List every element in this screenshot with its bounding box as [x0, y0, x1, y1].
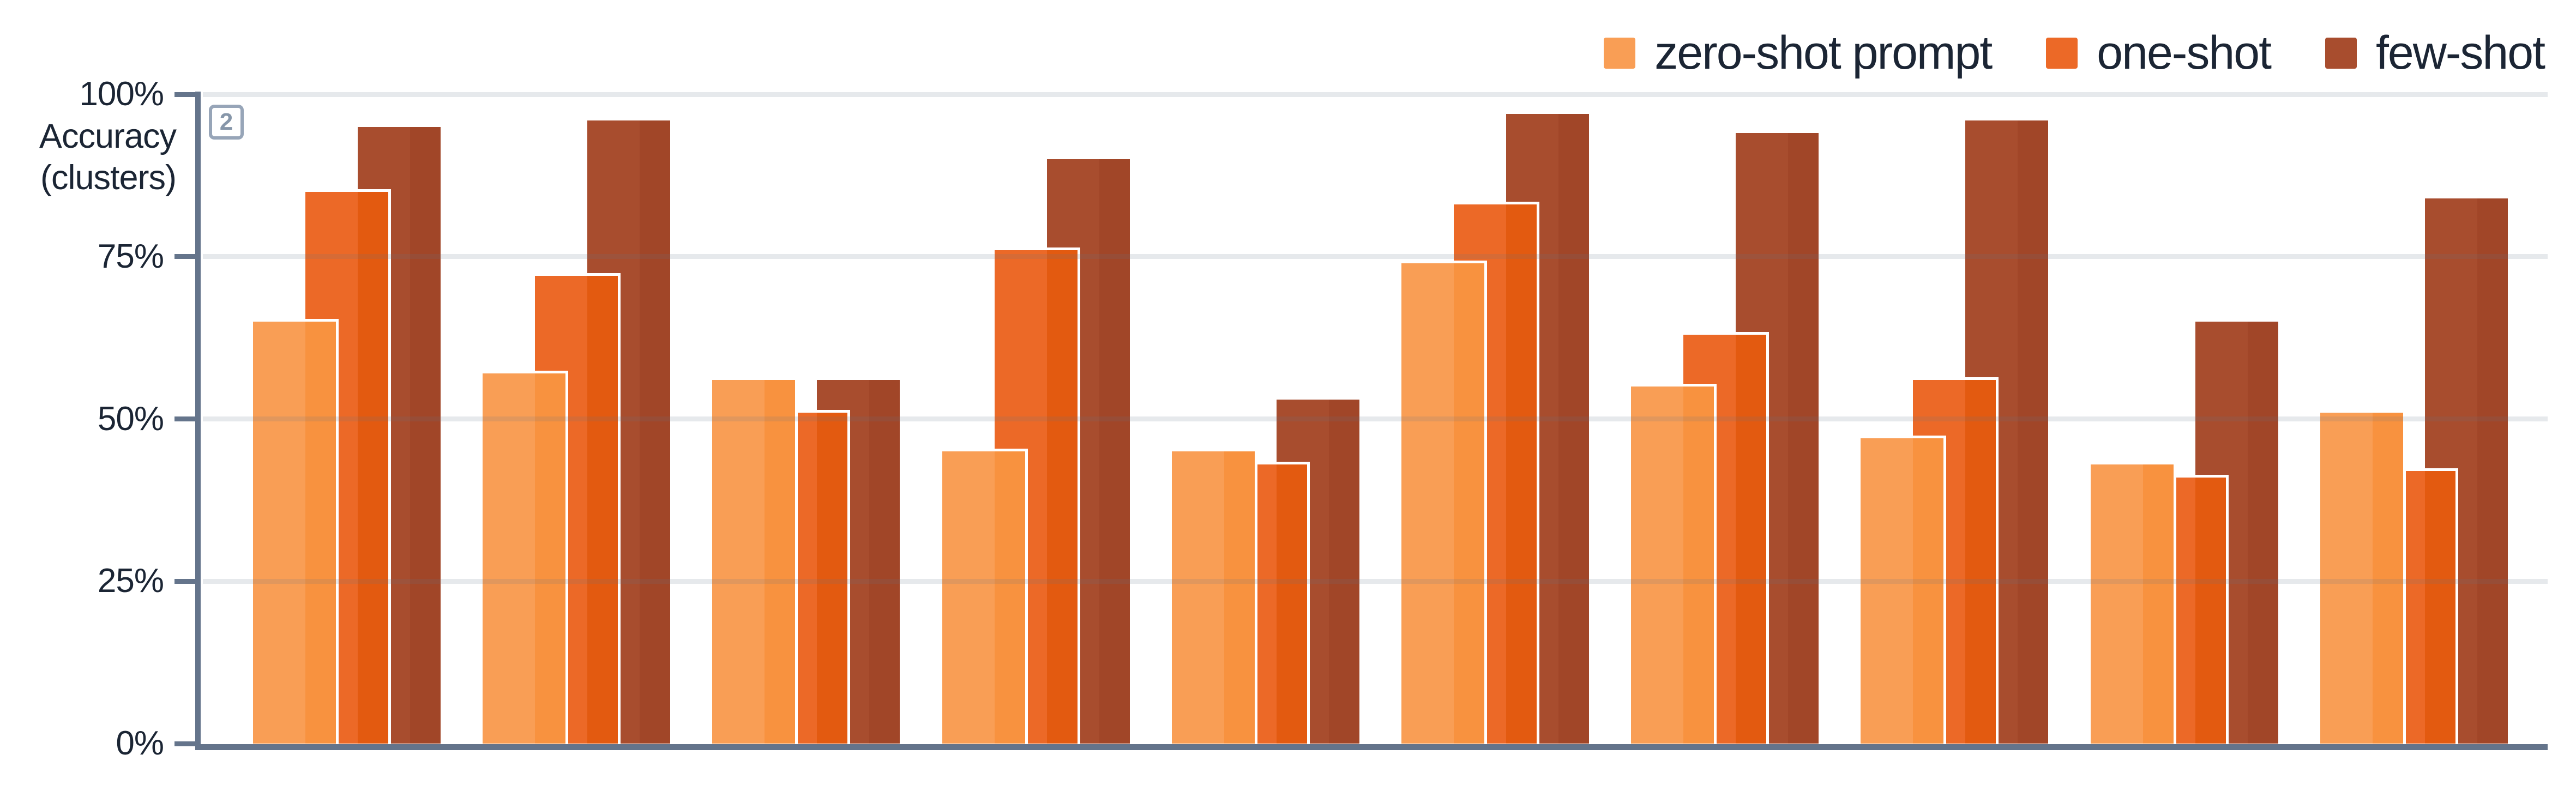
- annotation-badge-label: 2: [219, 108, 233, 135]
- bar-group-6: [1401, 0, 1589, 744]
- bar-zero-shot-prompt-group-2: [483, 373, 565, 744]
- bar-group-3: [712, 0, 900, 744]
- legend-swatch-icon: [1604, 38, 1636, 69]
- bar-group-2: [483, 0, 670, 744]
- gridline-25%: [203, 578, 2548, 584]
- tick-label-25%: 25%: [97, 562, 164, 600]
- bar-zero-shot-prompt-group-9: [2091, 464, 2174, 744]
- y-axis-title-line-1: Accuracy: [39, 117, 177, 155]
- legend-label: few-shot: [2375, 27, 2545, 79]
- bar-group-8: [1861, 0, 2048, 744]
- tick-mark-25%: [174, 578, 195, 584]
- bar-group-9: [2091, 0, 2278, 744]
- bar-group-5: [1172, 0, 1359, 744]
- legend-label: zero-shot prompt: [1654, 27, 1993, 79]
- y-axis-title: Accuracy (clusters): [0, 116, 177, 198]
- tick-mark-50%: [174, 416, 195, 421]
- tick-label-75%: 75%: [97, 237, 164, 275]
- bar-group-10: [2320, 0, 2508, 744]
- tick-label-100%: 100%: [79, 75, 164, 113]
- legend-swatch-icon: [2325, 38, 2357, 69]
- legend-item-one-shot: one-shot: [2046, 26, 2272, 80]
- bar-zero-shot-prompt-group-7: [1631, 387, 1714, 744]
- y-axis-line: [195, 92, 201, 750]
- bar-zero-shot-prompt-group-10: [2320, 413, 2403, 744]
- y-axis-title-line-2: (clusters): [40, 159, 177, 197]
- legend-swatch-icon: [2046, 38, 2078, 69]
- tick-label-50%: 50%: [97, 400, 164, 438]
- bar-zero-shot-prompt-group-5: [1172, 451, 1255, 744]
- annotation-badge-2: 2: [209, 105, 244, 140]
- tick-mark-75%: [174, 254, 195, 259]
- gridline-50%: [203, 416, 2548, 421]
- legend-item-few-shot: few-shot: [2325, 26, 2545, 80]
- legend-item-zero-shot-prompt: zero-shot prompt: [1604, 26, 1993, 80]
- bar-zero-shot-prompt-group-6: [1401, 263, 1484, 744]
- bar-zero-shot-prompt-group-8: [1861, 438, 1943, 744]
- tick-mark-100%: [174, 92, 195, 97]
- bar-group-7: [1631, 0, 1819, 744]
- bar-group-1: [253, 0, 441, 744]
- bar-zero-shot-prompt-group-3: [712, 380, 795, 744]
- gridline-75%: [203, 254, 2548, 259]
- bar-zero-shot-prompt-group-1: [253, 322, 336, 744]
- bar-zero-shot-prompt-group-4: [942, 451, 1025, 744]
- x-axis-baseline: [195, 744, 2548, 750]
- chart-legend: zero-shot prompt one-shot few-shot: [1604, 26, 2545, 80]
- legend-label: one-shot: [2097, 27, 2272, 79]
- tick-mark-0%: [174, 741, 195, 746]
- gridline-100%: [203, 92, 2548, 97]
- bar-group-4: [942, 0, 1130, 744]
- tick-label-0%: 0%: [116, 724, 164, 762]
